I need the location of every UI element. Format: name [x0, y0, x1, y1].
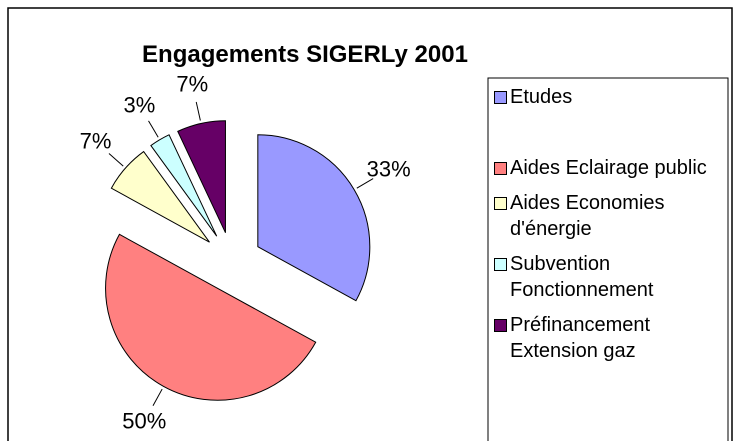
leader-line	[195, 101, 201, 121]
leader-line	[148, 120, 159, 138]
legend-frame	[487, 77, 729, 441]
pie-slice	[105, 233, 317, 401]
legend-label: Préfinancement Extension gaz	[510, 314, 651, 362]
pie-slice	[177, 120, 226, 233]
data-label: 7%	[80, 129, 112, 154]
data-label: 3%	[123, 92, 155, 117]
legend-item: Aides Eclairage public	[492, 155, 714, 181]
legend-label: Subvention Fonctionnement	[510, 253, 654, 301]
legend-item: Aides Economies d'énergie	[492, 190, 714, 242]
chart-frame	[7, 7, 733, 441]
leader-line	[356, 178, 374, 189]
legend-swatch	[494, 258, 507, 271]
legend-swatch	[494, 319, 507, 332]
legend-item: Etudes	[492, 84, 714, 110]
legend-label: Aides Eclairage public	[510, 157, 707, 179]
leader-line	[152, 388, 163, 406]
legend-item: Subvention Fonctionnement	[492, 251, 714, 303]
pie-slice	[110, 150, 210, 243]
leader-line	[108, 153, 124, 167]
legend-swatch	[494, 91, 507, 104]
data-label: 7%	[176, 71, 208, 96]
pie-slice	[150, 134, 218, 237]
chart-title: Engagements SIGERLy 2001	[142, 41, 468, 68]
data-label: 50%	[122, 408, 166, 433]
legend-swatch	[494, 197, 507, 210]
pie-slice	[257, 134, 371, 302]
legend-label: Etudes	[510, 86, 573, 108]
legend-swatch	[494, 162, 507, 175]
legend-item: Préfinancement Extension gaz	[492, 312, 714, 364]
legend: Etudes Aides Eclairage public Aides Econom…	[492, 84, 728, 373]
legend-label: Aides Economies d'énergie	[510, 192, 665, 240]
data-label: 33%	[367, 156, 411, 181]
